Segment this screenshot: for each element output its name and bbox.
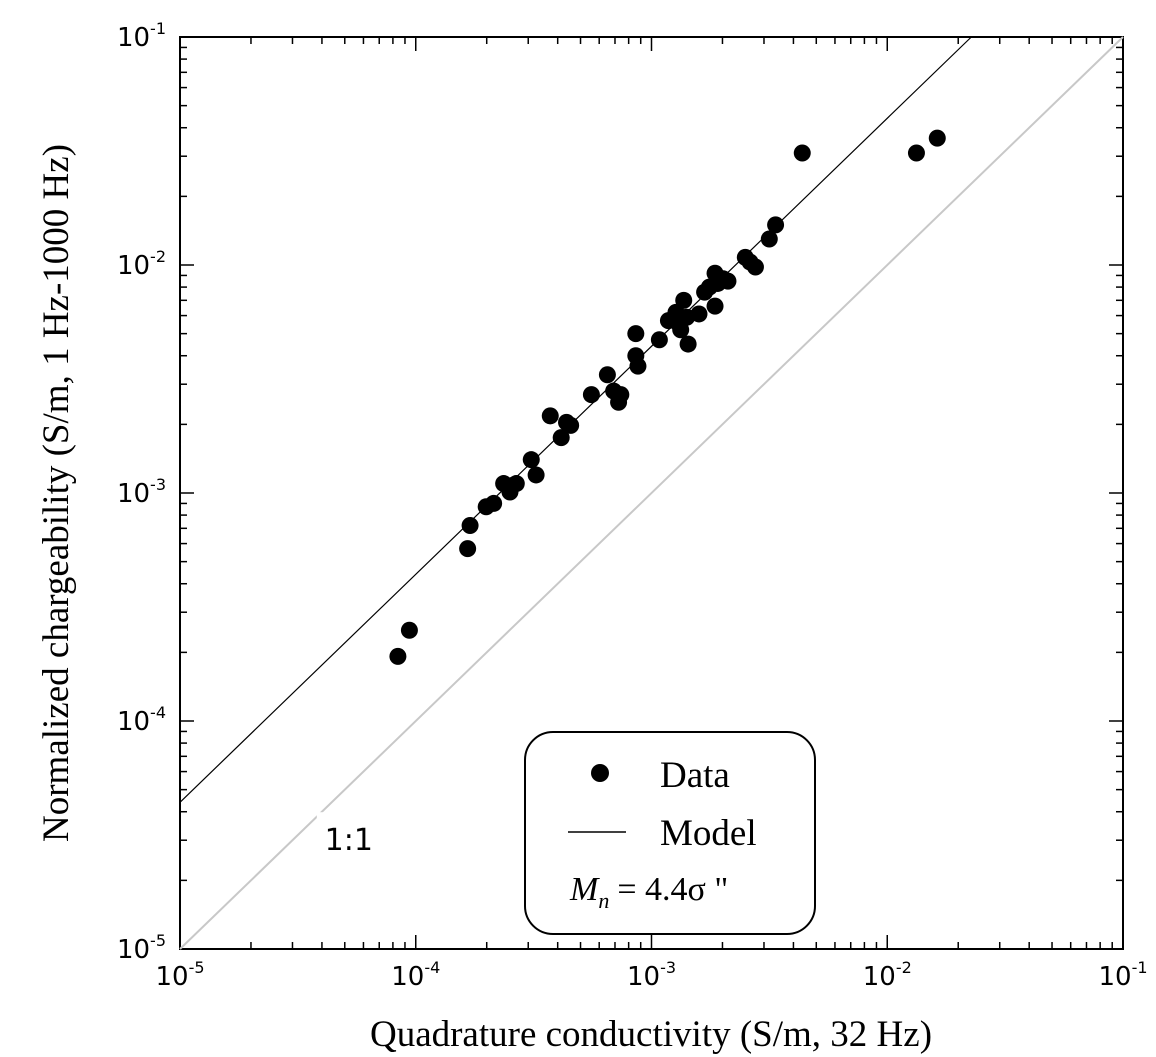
y-tick-label: 10-4 [117, 703, 166, 737]
ratio-label: 1:1 [325, 823, 373, 858]
axis-tick-labels: 10-5 10-4 10-3 10-2 10-1 10-5 10-4 10-3 10-2 10-1 [117, 19, 1148, 992]
y-tick-label: 10-2 [117, 247, 166, 281]
formula-subscript: n [598, 888, 609, 913]
axis-ticks [179, 36, 1124, 950]
ratio-label-background [316, 812, 381, 859]
data-point [706, 297, 724, 315]
data-point [719, 272, 737, 290]
data-points [389, 129, 946, 665]
x-axis-title: Quadrature conductivity (S/m, 32 Hz) [370, 1014, 932, 1055]
data-point [690, 305, 708, 323]
data-point [507, 475, 525, 493]
data-point [459, 540, 477, 558]
formula-rhs: = 4.4σ " [617, 871, 728, 908]
data-point [541, 407, 559, 425]
data-point [746, 258, 764, 276]
x-tick-label: 10-3 [627, 958, 676, 992]
y-tick-label: 10-1 [117, 19, 166, 53]
legend-data-marker [591, 764, 609, 782]
data-point [793, 144, 811, 162]
y-axis-title: Normalized chargeability (S/m, 1 Hz-1000… [36, 144, 77, 842]
data-point [627, 325, 645, 343]
data-point [598, 366, 616, 384]
legend-formula: Mn = 4.4σ " [569, 871, 728, 913]
legend-box [524, 731, 816, 935]
data-point [650, 331, 668, 349]
data-point [907, 144, 925, 162]
y-tick-label: 10-5 [117, 931, 166, 965]
data-point [461, 517, 479, 535]
data-point [928, 129, 946, 147]
data-point [400, 621, 418, 639]
data-point [552, 429, 570, 447]
data-point [522, 451, 540, 469]
data-point [527, 466, 545, 484]
x-tick-label: 10-2 [863, 958, 912, 992]
data-point [485, 494, 503, 512]
one-to-one-line [179, 36, 1124, 950]
data-point [679, 335, 697, 353]
legend-model-label: Model [660, 813, 757, 854]
data-point [612, 386, 630, 404]
data-point [389, 647, 407, 665]
legend: Data Model Mn = 4.4σ " [524, 731, 816, 935]
y-tick-label: 10-3 [117, 475, 166, 509]
data-point [675, 291, 693, 309]
data-point [767, 216, 785, 234]
ratio-annotation: 1:1 [316, 812, 381, 859]
x-tick-label: 10-5 [155, 958, 204, 992]
x-tick-label: 10-1 [1098, 958, 1147, 992]
legend-data-label: Data [660, 755, 730, 796]
formula-lhs: M [569, 871, 600, 908]
data-point [562, 416, 580, 434]
data-point [582, 386, 600, 404]
x-tick-label: 10-4 [391, 958, 440, 992]
data-point [760, 230, 778, 248]
data-point [629, 357, 647, 375]
